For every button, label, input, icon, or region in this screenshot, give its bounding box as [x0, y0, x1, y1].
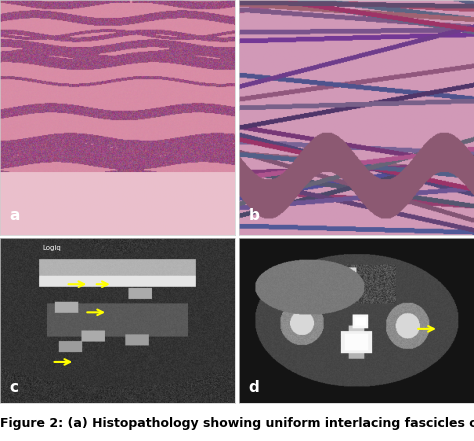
Text: a: a [9, 208, 20, 223]
Text: Logiq: Logiq [42, 244, 61, 250]
Text: d: d [249, 380, 259, 395]
Text: c: c [9, 380, 18, 395]
Text: Figure 2: (a) Histopathology showing uniform interlacing fascicles of dermal: Figure 2: (a) Histopathology showing uni… [0, 417, 474, 430]
Text: b: b [249, 208, 260, 223]
